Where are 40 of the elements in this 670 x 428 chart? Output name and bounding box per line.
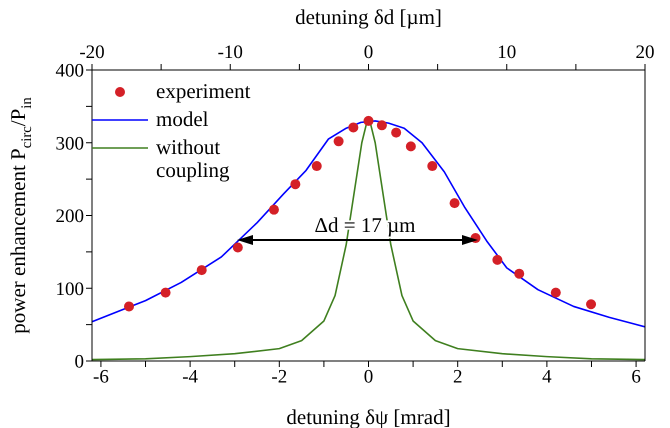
legend-label: model (156, 107, 210, 131)
point (160, 288, 171, 298)
point (406, 141, 416, 152)
point (514, 268, 524, 279)
point (586, 299, 596, 310)
point (290, 179, 300, 190)
point (376, 120, 387, 130)
point (391, 128, 402, 138)
y-tick-label: 300 (56, 133, 84, 154)
x-tick-label: 2 (452, 366, 462, 388)
point (312, 161, 322, 172)
y-tick-label: 400 (56, 60, 84, 82)
x2-tick-label: 20 (636, 42, 654, 63)
x2-tick-label: 0 (364, 42, 374, 63)
x2-tick-label: -20 (79, 42, 105, 63)
point (492, 254, 502, 265)
point (427, 161, 438, 172)
y-tick-label: 100 (56, 278, 84, 300)
legend-label: experiment (156, 79, 252, 103)
x-tick-label: 6 (631, 366, 641, 388)
x2-tick-label: 10 (497, 42, 516, 63)
x-tick-label: -6 (93, 366, 109, 388)
x2-axis-title: detuning δd [µm] (295, 5, 442, 29)
point (196, 265, 207, 276)
point (124, 301, 134, 312)
point (268, 204, 279, 215)
x2-tick-label: -10 (218, 42, 243, 63)
point (364, 116, 374, 126)
legend-label: without coupling (156, 135, 230, 182)
x-tick-label: -4 (182, 366, 199, 388)
point (232, 242, 243, 253)
point (450, 198, 460, 208)
x-tick-label: -2 (271, 366, 288, 388)
point (334, 136, 344, 146)
point (348, 122, 358, 132)
x-tick-label: 4 (542, 366, 552, 388)
point (550, 288, 561, 298)
y-tick-label: 200 (56, 206, 84, 228)
y-tick-label: 0 (74, 352, 84, 373)
x-tick-label: 0 (364, 366, 374, 388)
